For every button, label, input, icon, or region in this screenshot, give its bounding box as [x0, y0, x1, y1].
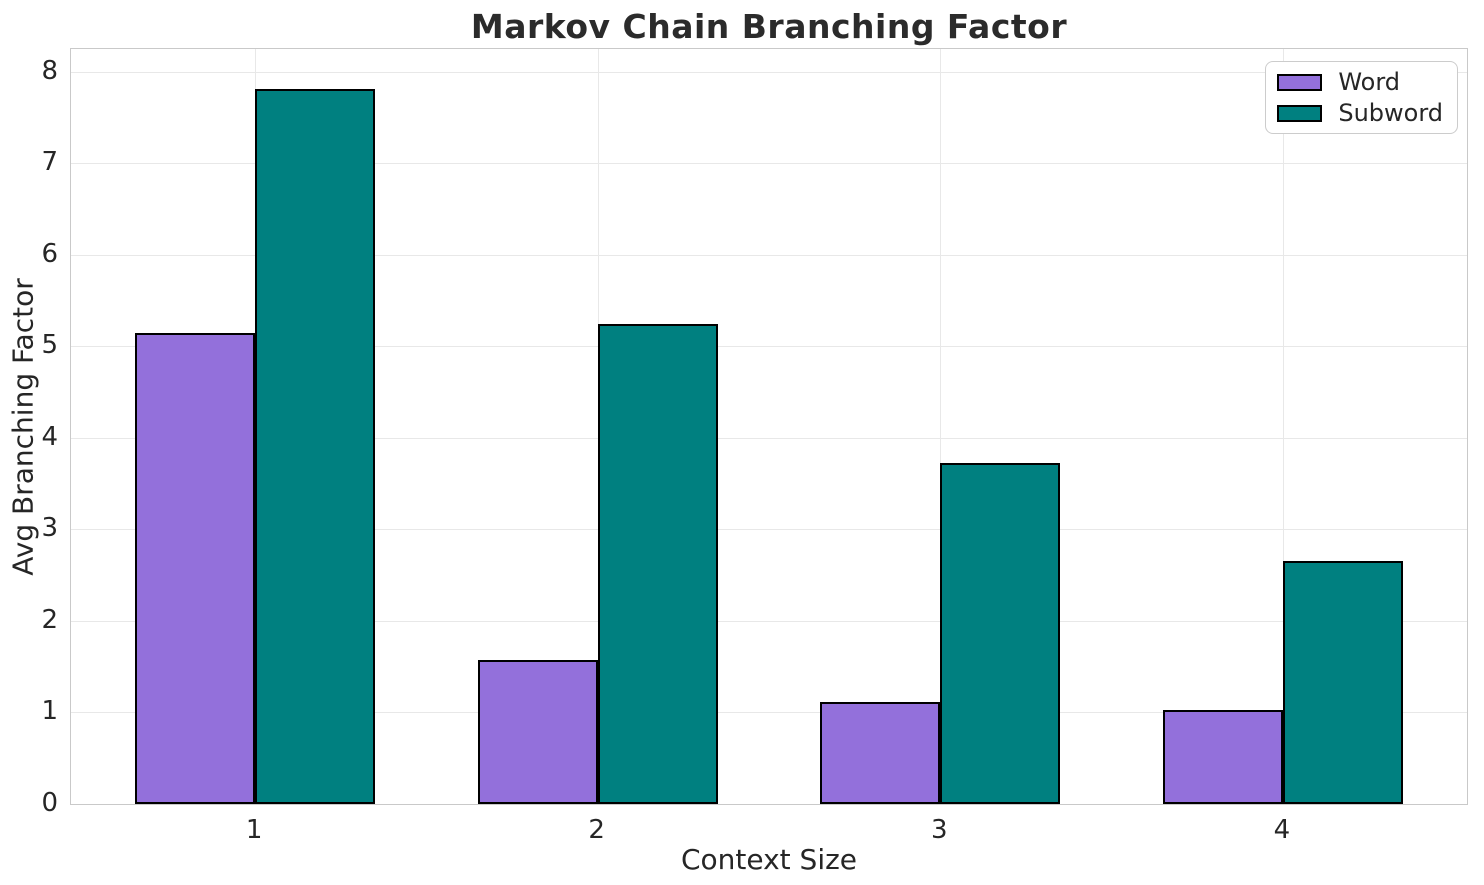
x-tick-label-3: 3: [931, 815, 948, 845]
gridline-x-4: [1282, 49, 1284, 804]
bar-subword-3: [940, 462, 1061, 804]
gridline-y-2: [71, 620, 1467, 622]
legend-label-word: Word: [1338, 68, 1401, 96]
y-tick-label-4: 4: [41, 421, 58, 452]
y-tick-label-6: 6: [41, 238, 58, 269]
bar-word-4: [1162, 709, 1283, 804]
bar-word-3: [820, 702, 941, 804]
gridline-x-3: [940, 49, 942, 804]
legend-swatch-word: [1277, 73, 1323, 91]
gridline-y-1: [71, 712, 1467, 714]
y-tick-label-8: 8: [41, 55, 58, 86]
y-tick-label-3: 3: [41, 513, 58, 544]
legend-item-subword: Subword: [1277, 100, 1443, 126]
legend-swatch-subword: [1277, 104, 1323, 122]
gridline-y-4: [71, 437, 1467, 439]
x-tick-label-1: 1: [245, 815, 263, 845]
y-tick-label-5: 5: [41, 330, 58, 361]
bar-subword-2: [597, 324, 718, 804]
gridline-y-7: [71, 163, 1467, 165]
gridline-y-3: [71, 529, 1467, 531]
gridline-y-6: [71, 254, 1467, 256]
legend: Word Subword: [1265, 61, 1458, 134]
y-tick-label-2: 2: [41, 604, 58, 635]
x-tick-label-2: 2: [588, 815, 605, 845]
bar-word-1: [135, 332, 256, 804]
y-tick-label-0: 0: [41, 788, 58, 818]
legend-item-word: Word: [1277, 69, 1443, 95]
gridline-y-8: [71, 71, 1467, 73]
bar-subword-1: [255, 89, 376, 804]
x-tick-label-4: 4: [1273, 815, 1291, 845]
y-tick-label-1: 1: [41, 696, 58, 727]
x-axis-label: Context Size: [680, 843, 858, 876]
gridline-y-5: [71, 346, 1467, 348]
plot-area: Word Subword: [70, 48, 1468, 805]
bar-word-2: [477, 660, 598, 804]
bar-subword-4: [1282, 561, 1403, 804]
y-tick-label-7: 7: [41, 147, 58, 178]
legend-label-subword: Subword: [1338, 99, 1443, 127]
chart-title: Markov Chain Branching Factor: [470, 7, 1068, 46]
